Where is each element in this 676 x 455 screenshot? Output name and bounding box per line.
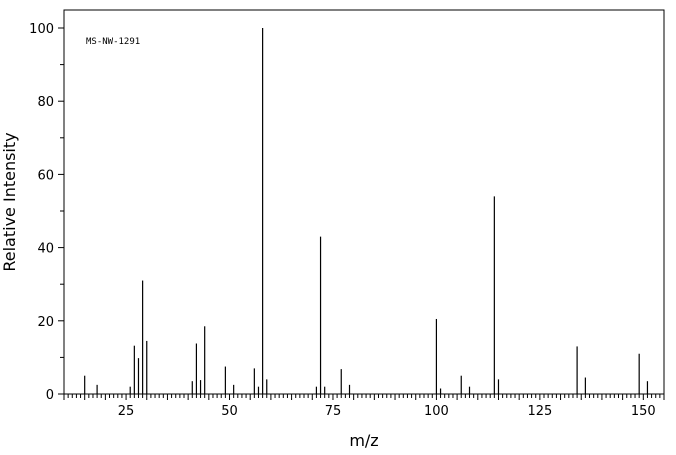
x-axis-ticks: 25 50 75 100 125 150 — [63, 394, 665, 419]
x-axis-title: m/z — [349, 431, 378, 450]
y-tick-label: 80 — [37, 95, 54, 110]
y-axis-ticks: 0 20 40 60 80 100 — [29, 22, 64, 403]
plot-frame — [63, 9, 665, 395]
x-tick-label: 25 — [118, 404, 135, 419]
x-tick-label: 75 — [325, 404, 342, 419]
peak-bars — [84, 28, 649, 394]
y-tick-label: 20 — [37, 315, 54, 330]
y-axis-title: Relative Intensity — [0, 132, 19, 271]
x-tick-label: 125 — [527, 404, 552, 419]
x-tick-label: 100 — [424, 404, 449, 419]
x-tick-label: 50 — [221, 404, 238, 419]
y-tick-label: 40 — [37, 242, 54, 257]
y-tick-label: 60 — [37, 168, 54, 183]
y-tick-label: 0 — [46, 388, 54, 403]
spectrum-id-annotation: MS-NW-1291 — [86, 37, 140, 47]
x-tick-label: 150 — [631, 404, 656, 419]
y-tick-label: 100 — [29, 22, 54, 37]
